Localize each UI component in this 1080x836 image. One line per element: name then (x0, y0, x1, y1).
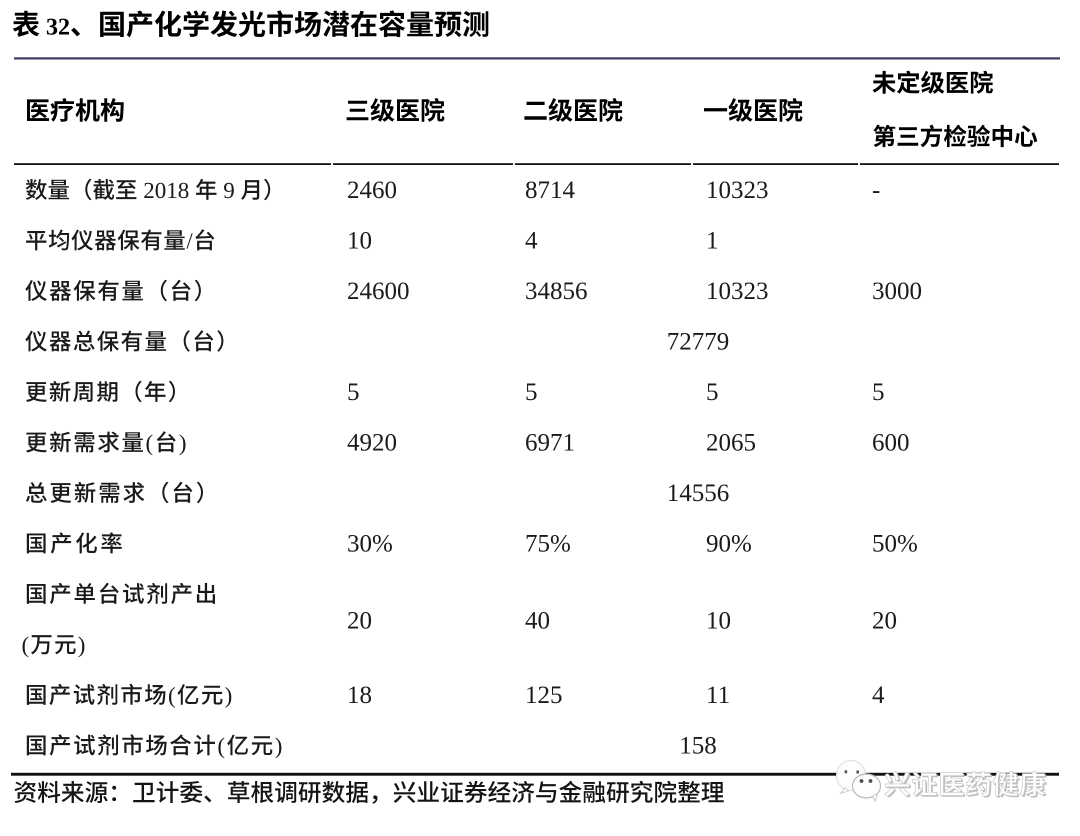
svg-text:34856: 34856 (525, 278, 588, 305)
svg-text:3000: 3000 (872, 278, 922, 305)
svg-text:5: 5 (525, 379, 538, 406)
svg-text:50%: 50% (872, 531, 918, 558)
svg-text:5: 5 (872, 379, 885, 406)
svg-text:5: 5 (347, 379, 360, 406)
svg-text:10323: 10323 (706, 177, 769, 204)
svg-text:40: 40 (525, 607, 550, 634)
svg-text:158: 158 (679, 733, 717, 760)
svg-text:2065: 2065 (706, 430, 756, 457)
svg-text:11: 11 (706, 682, 730, 709)
svg-text:30%: 30% (347, 531, 393, 558)
svg-text:6971: 6971 (525, 430, 575, 457)
svg-text:125: 125 (525, 682, 563, 709)
svg-text:20: 20 (347, 607, 372, 634)
svg-text:18: 18 (347, 682, 372, 709)
svg-text:600: 600 (872, 430, 910, 457)
svg-text:20: 20 (872, 607, 897, 634)
svg-text:4: 4 (525, 228, 538, 255)
svg-text:90%: 90% (706, 531, 752, 558)
svg-text:10: 10 (347, 228, 372, 255)
svg-text:10323: 10323 (706, 278, 769, 305)
svg-text:-: - (872, 177, 880, 204)
svg-text:5: 5 (706, 379, 719, 406)
svg-text:4920: 4920 (347, 430, 397, 457)
svg-text:8714: 8714 (525, 177, 576, 204)
svg-text:14556: 14556 (667, 480, 730, 507)
svg-text:4: 4 (872, 682, 885, 709)
svg-text:72779: 72779 (667, 329, 730, 356)
svg-text:75%: 75% (525, 531, 571, 558)
svg-text:2460: 2460 (347, 177, 397, 204)
svg-text:1: 1 (706, 228, 719, 255)
svg-text:10: 10 (706, 607, 731, 634)
svg-text:24600: 24600 (347, 278, 410, 305)
